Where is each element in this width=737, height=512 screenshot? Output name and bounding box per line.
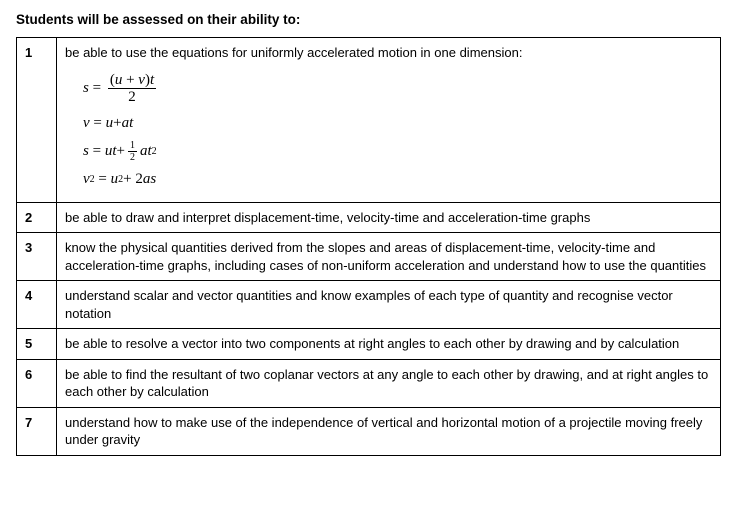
table-row: 4 understand scalar and vector quantitie…: [17, 281, 721, 329]
table-row: 3 know the physical quantities derived f…: [17, 233, 721, 281]
table-row: 7 understand how to make use of the inde…: [17, 407, 721, 455]
row-number: 2: [17, 202, 57, 233]
row-content: be able to find the resultant of two cop…: [57, 359, 721, 407]
heading: Students will be assessed on their abili…: [16, 12, 721, 27]
row-content: understand scalar and vector quantities …: [57, 281, 721, 329]
equation-3: s = ut + 1 2 at2: [83, 140, 712, 164]
equation-1: s = (u + v)t 2: [83, 70, 712, 108]
equation-2: v = u + at: [83, 112, 712, 136]
table-row: 5 be able to resolve a vector into two c…: [17, 329, 721, 360]
row-number: 1: [17, 38, 57, 203]
row-number: 5: [17, 329, 57, 360]
row-content: be able to use the equations for uniform…: [57, 38, 721, 203]
row-content: be able to draw and interpret displaceme…: [57, 202, 721, 233]
row-content: be able to resolve a vector into two com…: [57, 329, 721, 360]
row-number: 4: [17, 281, 57, 329]
row-number: 6: [17, 359, 57, 407]
equation-block: s = (u + v)t 2 v = u + at s = ut +: [65, 70, 712, 192]
assessment-table: 1 be able to use the equations for unifo…: [16, 37, 721, 456]
row-number: 3: [17, 233, 57, 281]
row-number: 7: [17, 407, 57, 455]
row-text: be able to use the equations for uniform…: [65, 44, 712, 62]
table-row: 2 be able to draw and interpret displace…: [17, 202, 721, 233]
equation-4: v2 = u2 + 2as: [83, 168, 712, 192]
table-row: 6 be able to find the resultant of two c…: [17, 359, 721, 407]
table-row: 1 be able to use the equations for unifo…: [17, 38, 721, 203]
row-content: understand how to make use of the indepe…: [57, 407, 721, 455]
row-content: know the physical quantities derived fro…: [57, 233, 721, 281]
